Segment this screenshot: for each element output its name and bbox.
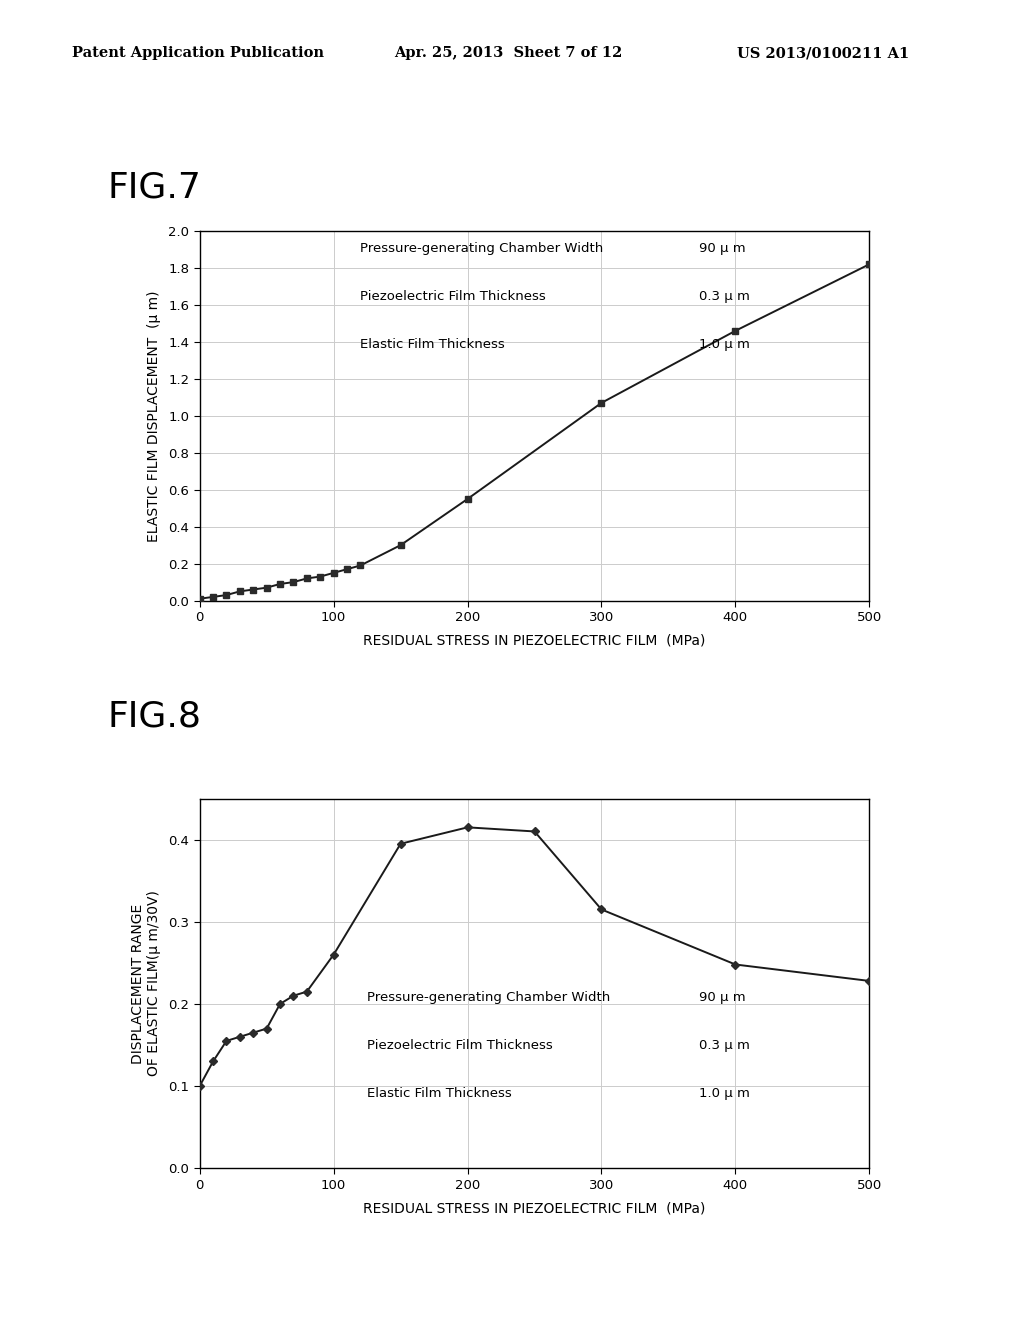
Text: Elastic Film Thickness: Elastic Film Thickness xyxy=(367,1086,512,1100)
X-axis label: RESIDUAL STRESS IN PIEZOELECTRIC FILM  (MPa): RESIDUAL STRESS IN PIEZOELECTRIC FILM (M… xyxy=(364,634,706,648)
Text: FIG.8: FIG.8 xyxy=(108,700,202,734)
Text: Apr. 25, 2013  Sheet 7 of 12: Apr. 25, 2013 Sheet 7 of 12 xyxy=(394,46,623,61)
Text: Elastic Film Thickness: Elastic Film Thickness xyxy=(360,338,505,351)
Text: Piezoelectric Film Thickness: Piezoelectric Film Thickness xyxy=(367,1039,553,1052)
Y-axis label: ELASTIC FILM DISPLACEMENT  (μ m): ELASTIC FILM DISPLACEMENT (μ m) xyxy=(147,290,161,541)
Y-axis label: DISPLACEMENT RANGE
OF ELASTIC FILM(μ m/30V): DISPLACEMENT RANGE OF ELASTIC FILM(μ m/3… xyxy=(131,891,162,1076)
Text: Piezoelectric Film Thickness: Piezoelectric Film Thickness xyxy=(360,290,546,304)
Text: 1.0 μ m: 1.0 μ m xyxy=(698,1086,750,1100)
Text: Pressure-generating Chamber Width: Pressure-generating Chamber Width xyxy=(360,242,604,255)
Text: Patent Application Publication: Patent Application Publication xyxy=(72,46,324,61)
Text: 1.0 μ m: 1.0 μ m xyxy=(698,338,750,351)
Text: Pressure-generating Chamber Width: Pressure-generating Chamber Width xyxy=(367,991,610,1003)
Text: 0.3 μ m: 0.3 μ m xyxy=(698,290,750,304)
Text: 90 μ m: 90 μ m xyxy=(698,991,745,1003)
Text: US 2013/0100211 A1: US 2013/0100211 A1 xyxy=(737,46,909,61)
Text: FIG.7: FIG.7 xyxy=(108,170,202,205)
Text: 0.3 μ m: 0.3 μ m xyxy=(698,1039,750,1052)
X-axis label: RESIDUAL STRESS IN PIEZOELECTRIC FILM  (MPa): RESIDUAL STRESS IN PIEZOELECTRIC FILM (M… xyxy=(364,1201,706,1216)
Text: 90 μ m: 90 μ m xyxy=(698,242,745,255)
